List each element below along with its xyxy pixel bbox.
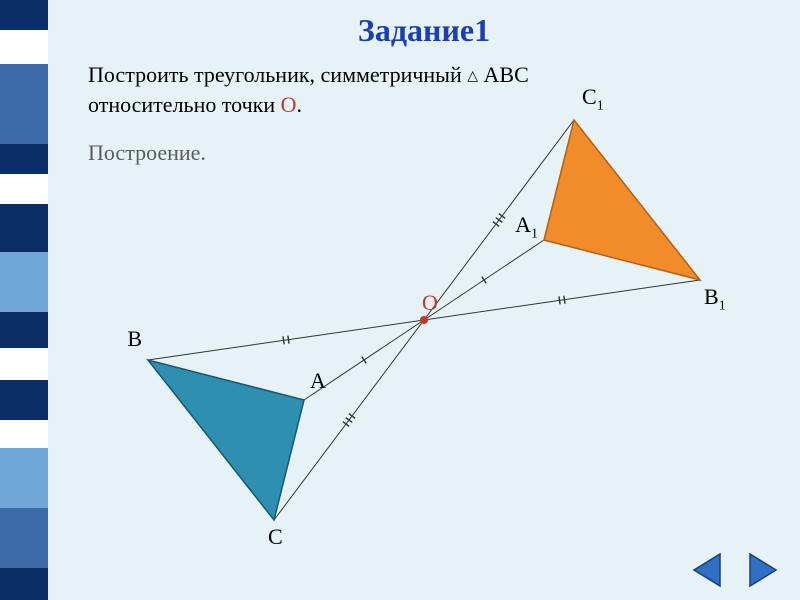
arrow-right-icon	[750, 554, 776, 586]
vertex-label: А1	[488, 210, 538, 240]
tick-mark	[283, 336, 284, 344]
stripe-segment	[0, 0, 48, 30]
nav-controls	[690, 552, 780, 588]
arrow-left-icon	[694, 554, 720, 586]
tick-mark	[559, 296, 560, 304]
next-button[interactable]	[744, 552, 780, 588]
stripe-segment	[0, 420, 48, 448]
tick-mark	[564, 296, 565, 304]
decorative-stripe-column	[0, 0, 48, 600]
geometry-diagram: А В С А1 В1 С1 О	[48, 0, 800, 560]
slide-main-area: Задание1 Построить треугольник, симметри…	[48, 0, 800, 600]
vertex-label: В	[92, 324, 142, 354]
tick-mark	[346, 418, 352, 423]
vertex-label: С	[268, 522, 318, 552]
triangle-ABC	[148, 360, 304, 520]
stripe-segment	[0, 174, 48, 204]
tick-mark	[288, 336, 289, 344]
stripe-segment	[0, 508, 48, 568]
stripe-segment	[0, 380, 48, 420]
stripe-segment	[0, 252, 48, 312]
tick-mark	[349, 414, 355, 419]
stripe-segment	[0, 204, 48, 252]
vertex-label: А	[310, 366, 360, 396]
vertex-label: С1	[582, 82, 632, 112]
vertex-label: В1	[704, 282, 754, 312]
tick-mark	[482, 277, 486, 284]
stripe-segment	[0, 64, 48, 144]
stripe-segment	[0, 312, 48, 348]
tick-mark	[343, 422, 349, 427]
stripe-segment	[0, 30, 48, 64]
triangle-A1B1C1	[544, 120, 700, 280]
vertex-label: О	[422, 288, 472, 318]
stripe-segment	[0, 448, 48, 508]
prev-button[interactable]	[690, 552, 726, 588]
stripe-segment	[0, 348, 48, 380]
stripe-segment	[0, 568, 48, 600]
stripe-segment	[0, 144, 48, 174]
tick-mark	[362, 357, 366, 364]
